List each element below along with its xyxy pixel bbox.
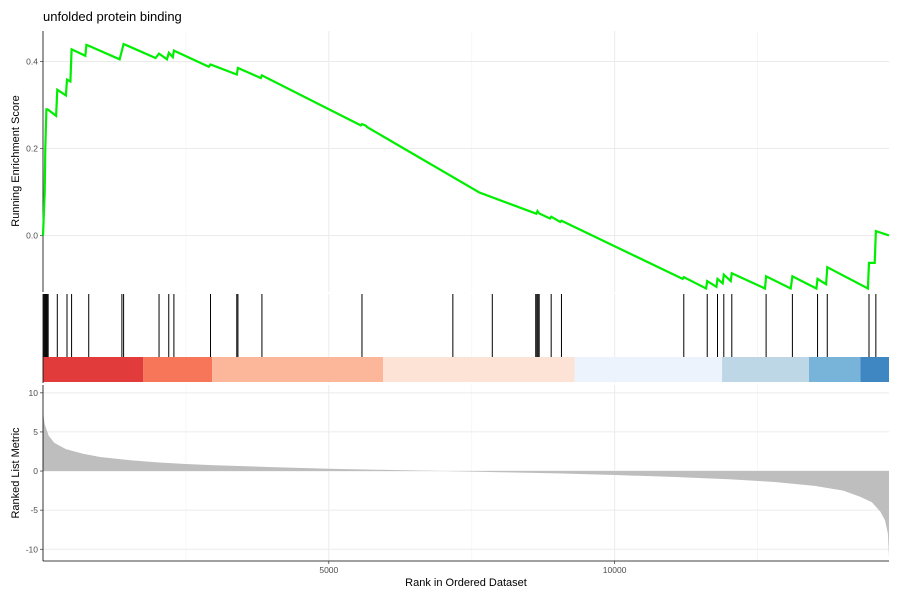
- running-score-y-axis-label: Running Enrichment Score: [10, 95, 22, 226]
- y-tick-label: 0.4: [26, 56, 38, 66]
- color-band-segment: [43, 357, 144, 382]
- y-tick-label: 0.2: [26, 143, 38, 153]
- y-tick-label: 0: [33, 466, 38, 476]
- y-tick-label: 5: [33, 427, 38, 437]
- ranked-metric-y-axis-label: Ranked List Metric: [10, 427, 22, 519]
- chart-title: unfolded protein binding: [43, 9, 182, 24]
- ranked-metric-area: [43, 412, 889, 558]
- color-band-segment: [722, 357, 809, 382]
- color-band-segment: [143, 357, 213, 382]
- color-band-segment: [860, 357, 889, 382]
- x-ticks: 5000 10000: [319, 561, 627, 575]
- hit-markers: [43, 294, 877, 357]
- y-tick-label: -10: [26, 544, 39, 554]
- running-score-grid: [43, 31, 889, 292]
- color-band-segment: [383, 357, 575, 382]
- color-band-segment: [212, 357, 384, 382]
- x-tick-label: 10000: [603, 565, 627, 575]
- y-tick-label: 10: [29, 388, 39, 398]
- color-band-segment: [808, 357, 861, 382]
- rank-color-band: [43, 357, 889, 382]
- y-tick-label: -5: [30, 505, 38, 515]
- ranked-metric-y-ticks: 10 5 0 -5 -10: [26, 388, 43, 554]
- running-score-line: [41, 42, 890, 291]
- running-score-y-ticks: 0.0 0.2 0.4: [26, 56, 43, 240]
- color-band-segment: [574, 357, 723, 382]
- y-tick-label: 0.0: [26, 230, 38, 240]
- x-tick-label: 5000: [319, 565, 338, 575]
- x-axis-label: Rank in Ordered Dataset: [405, 577, 527, 589]
